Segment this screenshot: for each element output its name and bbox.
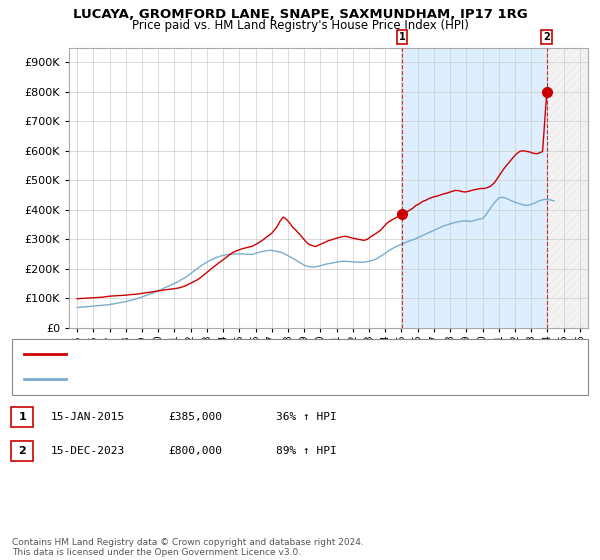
Text: 2: 2 <box>19 446 26 456</box>
Text: LUCAYA, GROMFORD LANE, SNAPE, SAXMUNDHAM, IP17 1RG (detached house): LUCAYA, GROMFORD LANE, SNAPE, SAXMUNDHAM… <box>72 349 484 360</box>
Text: Contains HM Land Registry data © Crown copyright and database right 2024.
This d: Contains HM Land Registry data © Crown c… <box>12 538 364 557</box>
Bar <box>547 48 588 328</box>
Text: 1: 1 <box>399 32 406 42</box>
Text: 89% ↑ HPI: 89% ↑ HPI <box>276 446 337 456</box>
Text: HPI: Average price, detached house, East Suffolk: HPI: Average price, detached house, East… <box>72 374 327 384</box>
Text: £800,000: £800,000 <box>168 446 222 456</box>
Text: LUCAYA, GROMFORD LANE, SNAPE, SAXMUNDHAM, IP17 1RG: LUCAYA, GROMFORD LANE, SNAPE, SAXMUNDHAM… <box>73 8 527 21</box>
Text: 15-DEC-2023: 15-DEC-2023 <box>51 446 125 456</box>
Text: £385,000: £385,000 <box>168 412 222 422</box>
Text: 36% ↑ HPI: 36% ↑ HPI <box>276 412 337 422</box>
Text: 1: 1 <box>19 412 26 422</box>
Text: 2: 2 <box>544 32 550 42</box>
Bar <box>402 48 547 328</box>
Text: Price paid vs. HM Land Registry's House Price Index (HPI): Price paid vs. HM Land Registry's House … <box>131 19 469 32</box>
Text: 15-JAN-2015: 15-JAN-2015 <box>51 412 125 422</box>
